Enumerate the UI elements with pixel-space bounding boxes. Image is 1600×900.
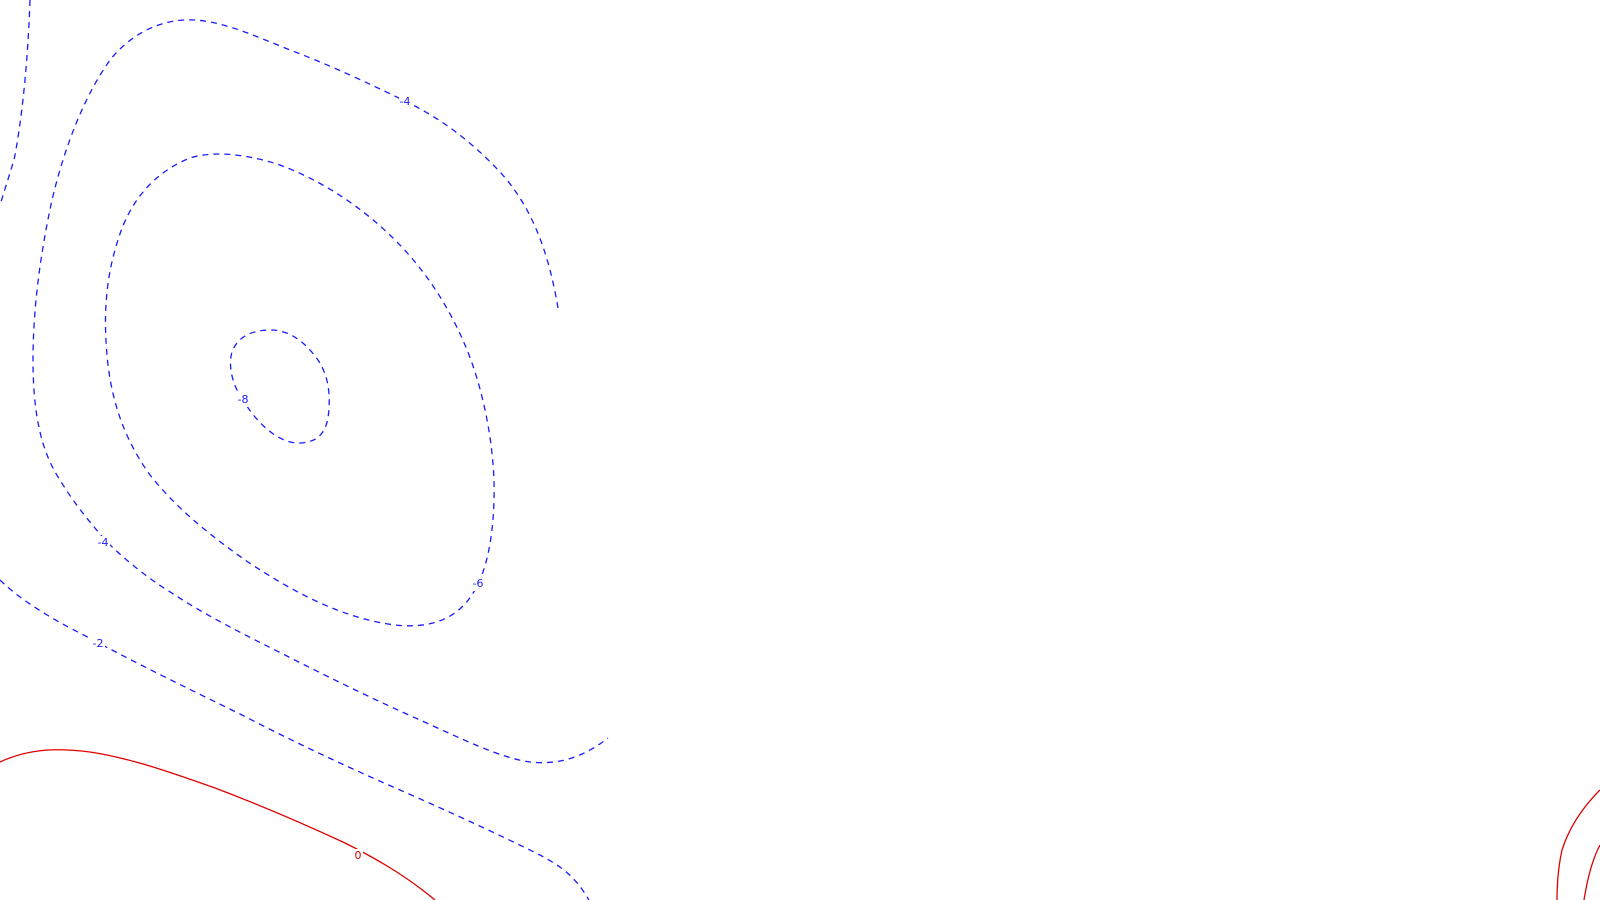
contour-line-zero-right-inner [1583, 844, 1600, 900]
label-group-c0: 0 [352, 849, 363, 863]
contour-line-minus-2 [0, 579, 590, 900]
contour-label-minus-4-lower: -4 [98, 536, 109, 549]
label-group-c6: -6 [472, 577, 485, 591]
label-group-c2: -2 [92, 637, 105, 651]
contour-label-minus-2: -2 [93, 637, 104, 650]
label-group-c4-upper: -4 [399, 95, 412, 109]
contour-line-minus-8 [229, 329, 330, 444]
label-group-c8: -8 [237, 393, 250, 407]
contour-label-minus-8: -8 [238, 393, 249, 406]
contour-label-minus-4-upper: -4 [400, 95, 411, 108]
contour-label-zero: 0 [355, 849, 362, 862]
contour-line-minus-4-outer [32, 19, 609, 764]
label-group-c4-lower: -4 [97, 536, 110, 550]
contour-label-minus-6: -6 [473, 577, 484, 590]
contour-line-left-edge [0, 0, 31, 206]
contour-line-zero-left [0, 749, 436, 900]
contour-line-zero-right-outer [1556, 789, 1600, 900]
contour-line-minus-6 [104, 153, 495, 627]
